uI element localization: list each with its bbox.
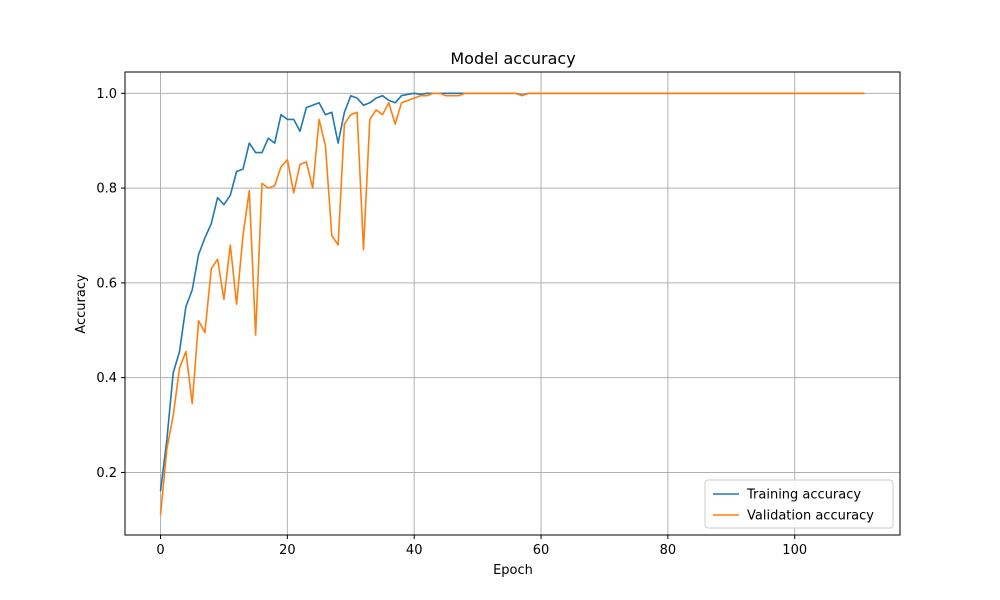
x-tick-label: 60: [533, 543, 550, 558]
y-axis-label: Accuracy: [74, 274, 89, 334]
legend-box: [704, 479, 894, 529]
series-layer: [159, 92, 865, 516]
y-tick-label: 0.6: [96, 276, 117, 291]
y-tick-label: 0.8: [96, 182, 117, 197]
legend-entry: Validation accuracy: [747, 509, 874, 524]
x-tick-label: 20: [279, 543, 296, 558]
plot-frame: [124, 71, 901, 536]
series-line-validation: [159, 92, 865, 516]
series-line-training: [159, 92, 865, 492]
y-tick-label: 1.0: [96, 87, 117, 102]
axis-ticks: 0 20 40 60 80 100 0.2 0.4 0.6 0.8 1.0: [96, 87, 807, 558]
legend: Training accuracy Validation accuracy: [704, 479, 894, 529]
y-tick-label: 0.2: [96, 466, 117, 481]
y-tick-label: 0.4: [96, 371, 117, 386]
x-tick-label: 0: [156, 543, 164, 558]
legend-entry: Training accuracy: [746, 488, 861, 503]
x-axis-label: Epoch: [493, 563, 533, 578]
x-tick-label: 40: [406, 543, 423, 558]
x-tick-label: 80: [660, 543, 677, 558]
chart-title: Model accuracy: [450, 49, 575, 68]
grid-lines: [125, 72, 900, 535]
x-tick-label: 100: [782, 543, 807, 558]
